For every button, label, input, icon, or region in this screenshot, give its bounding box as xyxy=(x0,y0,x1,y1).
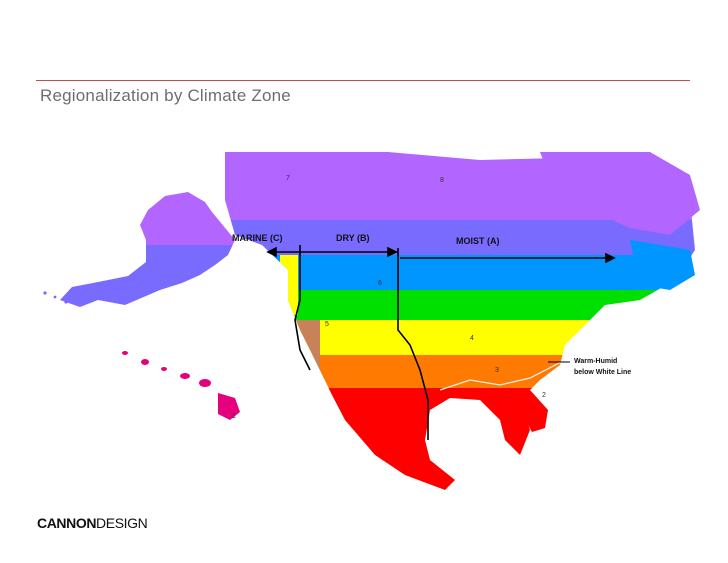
zone-7-band xyxy=(225,220,695,260)
below-white-line-label: below White Line xyxy=(574,369,631,376)
greenland-landmass xyxy=(540,152,700,235)
zone-3-band xyxy=(225,355,695,391)
logo-thin-part: DESIGN xyxy=(96,515,148,531)
zone-2-band xyxy=(225,388,695,490)
zone-label-2: 2 xyxy=(542,392,546,399)
alaska-landmass xyxy=(60,192,235,307)
region-span-arrows xyxy=(266,246,616,264)
zone-label-7: 7 xyxy=(286,175,290,182)
cannondesign-logo: CANNONDESIGN xyxy=(37,515,148,531)
hawaii-islands xyxy=(122,351,240,420)
aleutian-islands xyxy=(43,291,68,304)
florida-zone-2 xyxy=(515,388,548,432)
region-divider-lines xyxy=(294,245,566,440)
atlantic-canada-landmass xyxy=(630,240,695,290)
zone-label-8: 8 xyxy=(440,177,444,184)
zone-label-3: 3 xyxy=(495,367,499,374)
zone-label-6: 6 xyxy=(378,280,382,287)
zone-4-band xyxy=(225,320,695,358)
zone-label-1: 1 xyxy=(232,413,236,420)
alaska-zone-7 xyxy=(60,245,235,307)
alaska-zone-8 xyxy=(60,192,235,245)
zone-label-4: 4 xyxy=(470,335,474,342)
zone-number-labels: 1 2 3 4 5 6 7 8 xyxy=(232,175,546,420)
title-divider-line xyxy=(36,80,690,81)
logo-bold-part: CANNON xyxy=(37,515,97,531)
zone-6-band xyxy=(225,255,695,295)
zone-5-band xyxy=(225,290,695,322)
slide-title: Regionalization by Climate Zone xyxy=(40,86,291,105)
marine-coast-strip xyxy=(280,255,298,315)
region-label-dry: DRY (B) xyxy=(336,233,370,243)
region-label-marine: MARINE (C) xyxy=(232,233,283,243)
dry-southwest-area xyxy=(290,320,320,380)
region-label-moist: MOIST (A) xyxy=(456,236,500,246)
zone-label-5: 5 xyxy=(325,321,329,328)
warm-humid-label: Warm-Humid xyxy=(574,358,617,365)
